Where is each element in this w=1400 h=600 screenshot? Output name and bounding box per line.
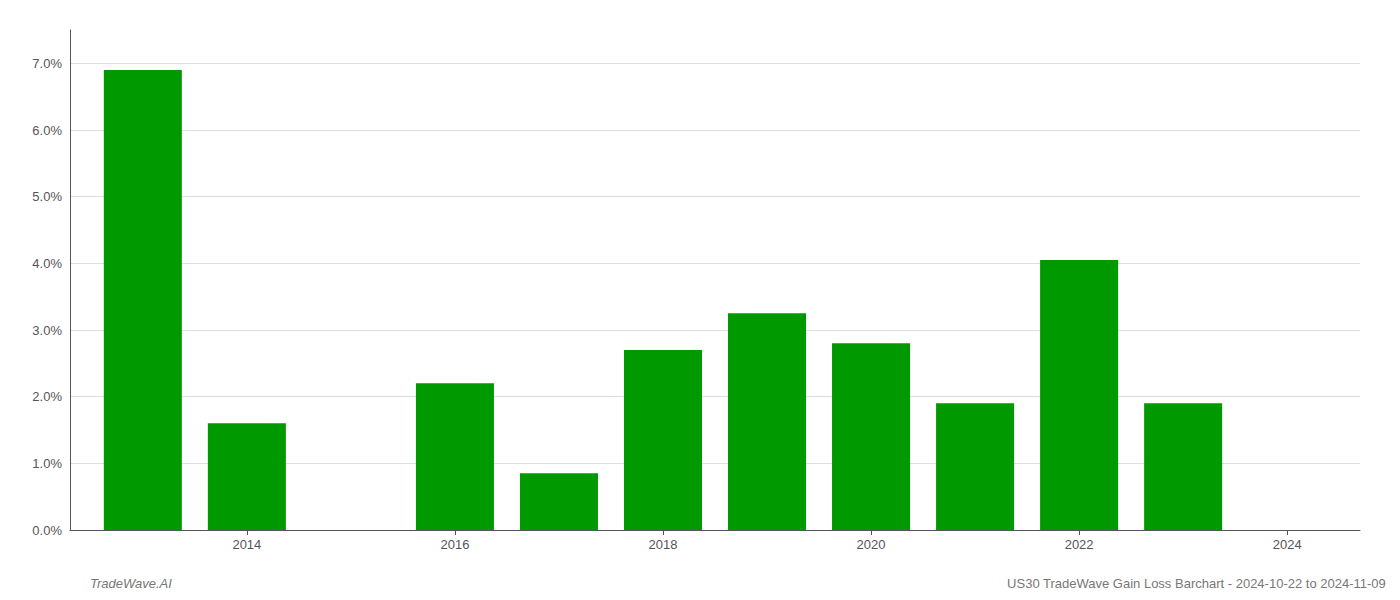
svg-text:2020: 2020 xyxy=(857,537,886,552)
svg-text:2016: 2016 xyxy=(440,537,469,552)
svg-text:5.0%: 5.0% xyxy=(32,189,62,204)
svg-text:2022: 2022 xyxy=(1065,537,1094,552)
svg-text:2018: 2018 xyxy=(649,537,678,552)
svg-text:TradeWave.AI: TradeWave.AI xyxy=(90,576,172,591)
svg-text:1.0%: 1.0% xyxy=(32,456,62,471)
svg-text:0.0%: 0.0% xyxy=(32,523,62,538)
svg-text:2.0%: 2.0% xyxy=(32,389,62,404)
svg-text:2014: 2014 xyxy=(232,537,261,552)
svg-text:7.0%: 7.0% xyxy=(32,56,62,71)
svg-text:6.0%: 6.0% xyxy=(32,123,62,138)
svg-text:3.0%: 3.0% xyxy=(32,323,62,338)
svg-text:US30 TradeWave Gain Loss Barch: US30 TradeWave Gain Loss Barchart - 2024… xyxy=(1007,576,1386,591)
svg-text:4.0%: 4.0% xyxy=(32,256,62,271)
svg-text:2024: 2024 xyxy=(1273,537,1302,552)
